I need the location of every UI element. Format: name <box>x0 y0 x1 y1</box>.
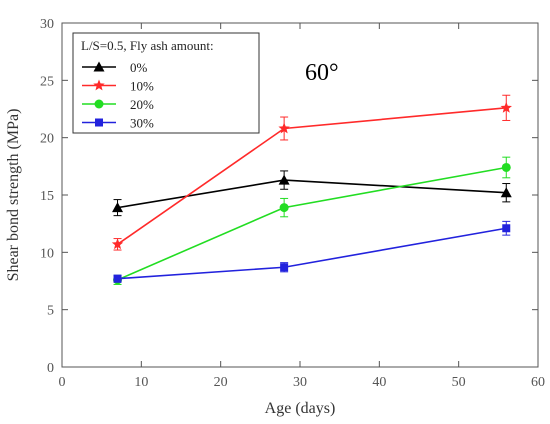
angle-annotation: 60° <box>305 60 339 86</box>
data-point-10pct <box>111 238 124 250</box>
legend-item-30pct: 30% <box>82 116 154 131</box>
series-line-30pct <box>117 227 507 280</box>
legend-box <box>72 32 260 134</box>
data-point-30pct <box>280 263 289 272</box>
series-10pct <box>111 94 512 251</box>
legend-item-10pct: 10% <box>82 79 154 94</box>
data-point-0pct <box>278 174 290 185</box>
y-tick-label: 20 <box>40 132 54 147</box>
legend-items: 0% 10% 20% 30% <box>82 60 154 131</box>
legend-label: 30% <box>130 116 154 131</box>
series-30pct <box>113 220 511 283</box>
y-tick-label: 30 <box>40 17 54 32</box>
legend-marker <box>93 61 105 72</box>
legend-marker <box>95 118 103 127</box>
axis-ticks: 0 10 20 30 40 50 60 0 5 10 15 20 25 30 <box>40 17 545 390</box>
data-point-20pct <box>279 203 289 213</box>
data-point-0pct <box>112 202 124 213</box>
x-tick-label: 50 <box>452 375 466 390</box>
data-point-10pct <box>500 101 512 113</box>
series-layer <box>111 94 512 285</box>
legend-item-0pct: 0% <box>82 60 148 75</box>
x-tick-label: 20 <box>214 375 228 390</box>
series-20pct <box>113 156 511 285</box>
y-tick-label: 25 <box>40 74 54 89</box>
legend-label: 0% <box>130 60 148 75</box>
x-tick-label: 30 <box>293 375 307 390</box>
x-tick-label: 10 <box>134 375 148 390</box>
data-point-30pct <box>502 224 511 233</box>
y-axis-label: Shear bond strength (MPa) <box>5 109 22 282</box>
legend-marker <box>93 79 105 91</box>
data-point-10pct <box>278 122 290 134</box>
legend-marker <box>94 99 104 109</box>
y-tick-label: 10 <box>40 246 54 261</box>
legend-title: L/S=0.5, Fly ash amount: <box>81 38 214 53</box>
legend-label: 20% <box>130 97 154 112</box>
data-point-30pct <box>113 274 122 283</box>
legend-label: 10% <box>130 79 154 94</box>
y-tick-label: 15 <box>40 189 54 204</box>
x-tick-label: 40 <box>372 375 386 390</box>
legend-item-20pct: 20% <box>82 97 154 112</box>
data-point-20pct <box>501 162 511 172</box>
y-tick-label: 5 <box>47 304 54 319</box>
x-axis-label: Age (days) <box>265 400 336 417</box>
data-point-0pct <box>500 187 512 198</box>
x-tick-label: 60 <box>531 375 545 390</box>
x-tick-label: 0 <box>59 375 66 390</box>
legend: L/S=0.5, Fly ash amount: 0% 10% 20% 30% <box>72 32 260 134</box>
series-0pct <box>112 170 512 217</box>
y-tick-label: 0 <box>47 361 54 376</box>
